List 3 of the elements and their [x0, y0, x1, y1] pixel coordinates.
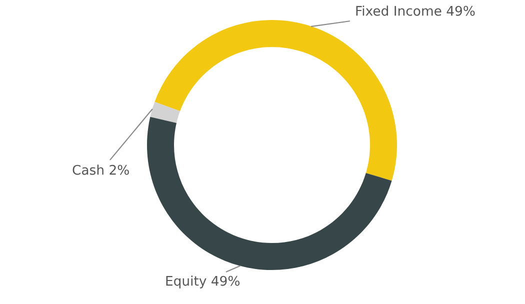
- slice-label: Fixed Income 49%: [356, 6, 475, 16]
- slice-label: Equity 49%: [166, 276, 240, 288]
- slice-label: Cash 2%: [72, 164, 129, 175]
